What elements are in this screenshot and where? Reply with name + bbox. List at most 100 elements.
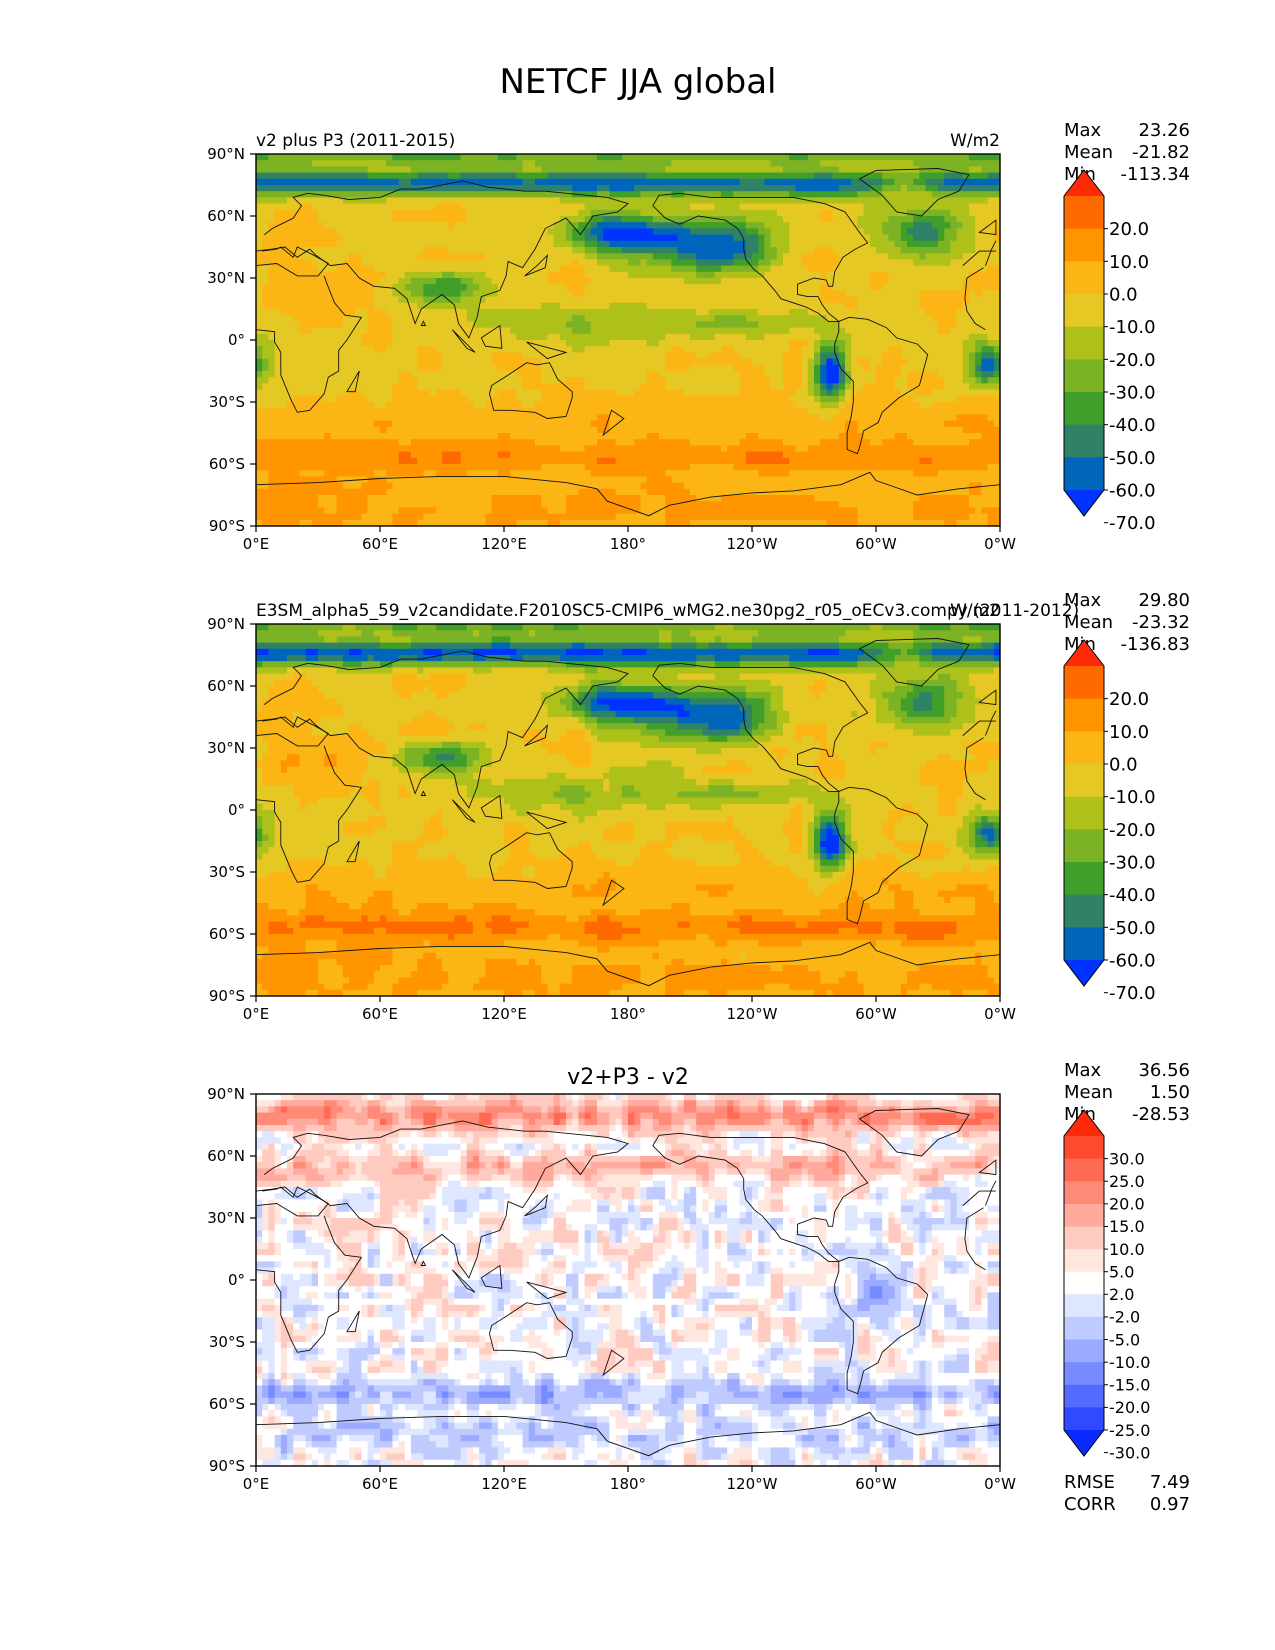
colorbar-tick-label: -50.0 bbox=[1109, 918, 1156, 939]
y-tick-label: 90°N bbox=[207, 145, 245, 163]
x-tick-label: 120°E bbox=[481, 1475, 527, 1493]
x-tick-label: 0°W bbox=[984, 535, 1016, 553]
colorbar-tick-label: -20.0 bbox=[1109, 1398, 1150, 1417]
panel-label: v2 plus P3 (2011-2015) bbox=[256, 131, 455, 151]
y-tick-label: 60°S bbox=[209, 455, 245, 473]
y-tick-label: 30°S bbox=[209, 393, 245, 411]
stat-label: CORR bbox=[1064, 1494, 1116, 1515]
stat-label: RMSE bbox=[1064, 1472, 1115, 1493]
colorbar: 20.0 10.0 0.0 -10.0 -20.0 -30.0 -40.0 -50.0 -60.… bbox=[1063, 639, 1156, 1004]
stat-value: 29.80 bbox=[1138, 590, 1190, 611]
y-tick-label: 60°N bbox=[207, 207, 245, 225]
colorbar-tick-label: -70.0 bbox=[1109, 513, 1156, 534]
colorbar-tick-label: -20.0 bbox=[1109, 350, 1156, 371]
stat-value: 1.50 bbox=[1150, 1082, 1190, 1103]
coastlines bbox=[256, 638, 1000, 987]
x-tick-label: 60°E bbox=[362, 535, 398, 553]
stat-value: -23.32 bbox=[1132, 612, 1190, 633]
units-label: W/m2 bbox=[950, 601, 1000, 621]
colorbar-tick-label: 10.0 bbox=[1109, 1240, 1145, 1259]
x-tick-label: 60°W bbox=[855, 1475, 897, 1493]
y-tick-label: 90°S bbox=[209, 987, 245, 1005]
colorbar-tick-label: -15.0 bbox=[1109, 1376, 1150, 1395]
y-tick-label: 90°N bbox=[207, 615, 245, 633]
map-panel: 0°E 60°E 120°E 180° 120°W 60°W 0°W 90°N 60°N 30°N… bbox=[207, 590, 1190, 1023]
y-tick-label: 30°S bbox=[209, 1333, 245, 1351]
y-tick-label: 0° bbox=[228, 1271, 245, 1289]
colorbar-tick-label: 30.0 bbox=[1109, 1149, 1145, 1168]
colorbar-tick-label: 2.0 bbox=[1109, 1285, 1134, 1304]
colorbar-tick-label: 10.0 bbox=[1109, 252, 1149, 273]
colorbar-tick-label: 25.0 bbox=[1109, 1172, 1145, 1191]
y-tick-label: 30°N bbox=[207, 269, 245, 287]
colorbar-tick-label: -60.0 bbox=[1109, 950, 1156, 971]
colorbar-tick-label: -30.0 bbox=[1109, 382, 1156, 403]
y-tick-label: 60°S bbox=[209, 1395, 245, 1413]
y-tick-label: 90°N bbox=[207, 1085, 245, 1103]
map-field bbox=[256, 1094, 1000, 1466]
colorbar-tick-label: -10.0 bbox=[1109, 317, 1156, 338]
colorbar-tick-label: -40.0 bbox=[1109, 885, 1156, 906]
colorbar-tick-label: 15.0 bbox=[1109, 1217, 1145, 1236]
panels: 0°E 60°E 120°E 180° 120°W 60°W 0°W 90°N 60°N 30°N… bbox=[207, 120, 1190, 1515]
colorbar-tick-label: -30.0 bbox=[1109, 1443, 1150, 1462]
x-tick-label: 120°E bbox=[481, 1005, 527, 1023]
map-panel: 0°E 60°E 120°E 180° 120°W 60°W 0°W 90°N 60°N 30°N… bbox=[207, 1060, 1190, 1515]
map-field bbox=[256, 154, 1000, 526]
colorbar-tick-label: -25.0 bbox=[1109, 1421, 1150, 1440]
x-tick-label: 0°E bbox=[243, 1475, 270, 1493]
x-tick-label: 180° bbox=[610, 535, 646, 553]
y-tick-label: 0° bbox=[228, 801, 245, 819]
colorbar: 30.0 25.0 20.0 15.0 10.0 5.0 2.0 -2.0 -5.0 -10.0 -… bbox=[1063, 1109, 1150, 1462]
panel-label: E3SM_alpha5_59_v2candidate.F2010SC5-CMIP… bbox=[256, 601, 1079, 621]
y-tick-label: 30°S bbox=[209, 863, 245, 881]
x-tick-label: 0°W bbox=[984, 1005, 1016, 1023]
stat-value: -21.82 bbox=[1132, 142, 1190, 163]
x-tick-label: 180° bbox=[610, 1005, 646, 1023]
colorbar-tick-label: 0.0 bbox=[1109, 754, 1138, 775]
stat-value: 7.49 bbox=[1150, 1472, 1190, 1493]
stat-label: Mean bbox=[1064, 142, 1113, 163]
x-tick-label: 120°W bbox=[727, 535, 778, 553]
colorbar-tick-label: -20.0 bbox=[1109, 820, 1156, 841]
map-panel: 0°E 60°E 120°E 180° 120°W 60°W 0°W 90°N 60°N 30°N… bbox=[207, 120, 1190, 553]
colorbar-tick-label: -10.0 bbox=[1109, 1353, 1150, 1372]
x-tick-label: 60°W bbox=[855, 535, 897, 553]
stat-value: -28.53 bbox=[1132, 1104, 1190, 1125]
colorbar-tick-label: 20.0 bbox=[1109, 219, 1149, 240]
y-tick-label: 90°S bbox=[209, 517, 245, 535]
stat-label: Max bbox=[1064, 1060, 1102, 1081]
x-tick-label: 0°E bbox=[243, 1005, 270, 1023]
colorbar-tick-label: -50.0 bbox=[1109, 448, 1156, 469]
coastlines bbox=[256, 1108, 1000, 1457]
y-tick-label: 60°N bbox=[207, 677, 245, 695]
x-tick-label: 0°E bbox=[243, 535, 270, 553]
colorbar-tick-label: 0.0 bbox=[1109, 284, 1138, 305]
colorbar-tick-label: -60.0 bbox=[1109, 480, 1156, 501]
x-tick-label: 60°E bbox=[362, 1005, 398, 1023]
colorbar-tick-label: 20.0 bbox=[1109, 689, 1149, 710]
x-tick-label: 120°E bbox=[481, 535, 527, 553]
x-tick-label: 60°W bbox=[855, 1005, 897, 1023]
colorbar-tick-label: -70.0 bbox=[1109, 983, 1156, 1004]
colorbar-tick-label: 10.0 bbox=[1109, 722, 1149, 743]
coastlines bbox=[256, 168, 1000, 517]
colorbar-tick-label: 20.0 bbox=[1109, 1195, 1145, 1214]
stat-label: Mean bbox=[1064, 612, 1113, 633]
units-label: W/m2 bbox=[950, 131, 1000, 151]
panel-title: v2+P3 - v2 bbox=[567, 1065, 689, 1090]
stat-value: -136.83 bbox=[1121, 634, 1190, 655]
x-tick-label: 120°W bbox=[727, 1475, 778, 1493]
map-field bbox=[256, 624, 1000, 996]
colorbar: 20.0 10.0 0.0 -10.0 -20.0 -30.0 -40.0 -50.0 -60.… bbox=[1063, 169, 1156, 534]
stat-value: 23.26 bbox=[1138, 120, 1190, 141]
colorbar-tick-label: -30.0 bbox=[1109, 852, 1156, 873]
colorbar-tick-label: -5.0 bbox=[1109, 1330, 1140, 1349]
x-tick-label: 120°W bbox=[727, 1005, 778, 1023]
figure-title: NETCF JJA global bbox=[499, 62, 776, 102]
y-tick-label: 90°S bbox=[209, 1457, 245, 1475]
